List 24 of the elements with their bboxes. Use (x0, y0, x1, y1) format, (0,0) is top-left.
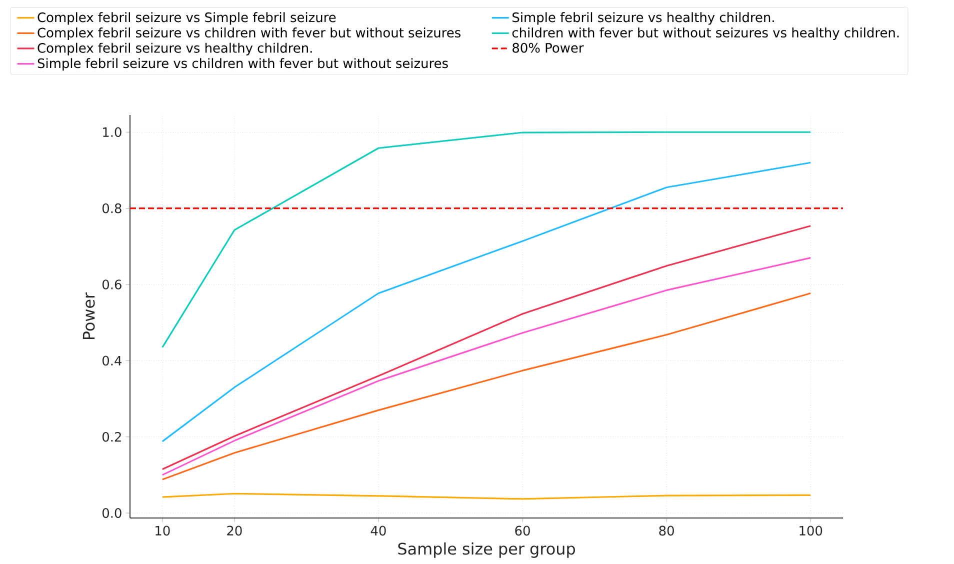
legend-label: Complex febril seizure vs healthy children. (38, 42, 312, 56)
legend-label: Simple febril seizure vs children with fever but without seizures (38, 58, 448, 71)
y-tick-label: 1.0 (103, 127, 122, 138)
y-tick-label: 0.4 (102, 356, 122, 366)
x-tick-label: 80 (659, 526, 674, 536)
legend-label: 80% Power (512, 42, 584, 53)
y-tick-label: 0.0 (102, 508, 122, 518)
x-tick-label: 10 (156, 526, 170, 536)
x-tick-label: 100 (800, 526, 822, 536)
x-tick-label: 40 (370, 526, 386, 536)
legend-label: Complex febril seizure vs children with fever but without seizures (38, 27, 460, 40)
y-axis-title: Power (82, 292, 95, 340)
x-axis-title: Sample size per group (398, 542, 575, 558)
legend-label: Simple febril seizure vs healthy children. (512, 12, 774, 25)
y-tick-label: 0.8 (102, 203, 122, 214)
y-tick-label: 0.6 (102, 280, 122, 290)
line-series (162, 131, 812, 348)
x-tick-label: 60 (515, 526, 530, 536)
line-series (162, 292, 812, 480)
legend-label: Complex febril seizure vs Simple febril seizure (38, 12, 336, 25)
line-series (162, 162, 812, 442)
x-tick-label: 20 (227, 526, 242, 536)
y-tick-label: 0.2 (102, 432, 121, 442)
legend-label: children with fever but without seizures vs healthy children. (512, 27, 899, 40)
